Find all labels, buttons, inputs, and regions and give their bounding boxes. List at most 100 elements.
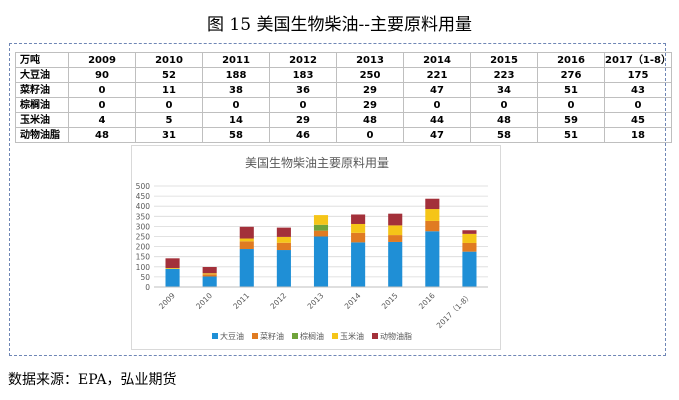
- table-cell: 0: [68, 82, 136, 98]
- bar-segment: [462, 242, 477, 252]
- bar-segment: [239, 241, 254, 250]
- x-tick-label: 2014: [343, 291, 363, 311]
- table-cell: 38: [202, 82, 270, 98]
- bar-segment: [462, 230, 477, 234]
- table-cell: 223: [470, 67, 538, 83]
- table-cell: 5: [135, 112, 203, 128]
- y-tick-label: 450: [136, 192, 151, 201]
- table-row-label: 动物油脂: [15, 127, 69, 143]
- y-tick-label: 400: [136, 202, 151, 211]
- y-tick-label: 0: [145, 283, 150, 292]
- table-cell: 11: [135, 82, 203, 98]
- legend-label: 棕榈油: [300, 331, 324, 341]
- table-row-label: 棕榈油: [15, 97, 69, 113]
- table-cell: 0: [336, 127, 404, 143]
- table-cell: 51: [537, 127, 605, 143]
- bar-segment: [276, 227, 291, 237]
- y-tick-label: 150: [136, 253, 151, 262]
- table-cell: 18: [604, 127, 672, 143]
- bar-segment: [388, 235, 403, 242]
- table-cell: 90: [68, 67, 136, 83]
- x-tick-label: 2016: [417, 291, 437, 311]
- table-cell: 45: [604, 112, 672, 128]
- bar-segment: [202, 274, 217, 277]
- bar-segment: [276, 250, 291, 287]
- bar-segment: [425, 209, 440, 221]
- bar-segment: [351, 232, 366, 243]
- legend-label: 菜籽油: [260, 331, 284, 341]
- bar-segment: [425, 198, 440, 210]
- table-cell: 0: [403, 97, 471, 113]
- legend-swatch: [292, 333, 298, 339]
- table-cell: 36: [269, 82, 337, 98]
- y-tick-label: 200: [136, 243, 151, 252]
- bar-segment: [313, 215, 329, 225]
- table-year-header: 2017（1-8）: [604, 52, 672, 68]
- x-tick-label: 2009: [157, 291, 177, 311]
- legend-label: 玉米油: [340, 331, 364, 341]
- table-cell: 43: [604, 82, 672, 98]
- table-cell: 221: [403, 67, 471, 83]
- legend-swatch: [332, 333, 338, 339]
- table-year-header: 2013: [336, 52, 404, 68]
- table-cell: 276: [537, 67, 605, 83]
- bar-segment: [425, 220, 440, 232]
- bar-segment: [165, 268, 180, 269]
- table-cell: 0: [537, 97, 605, 113]
- table-row: 玉米油 4 5 14 29 48 44 48 59 45: [15, 112, 672, 128]
- bar-segment: [202, 276, 217, 287]
- bar-segment: [276, 242, 291, 251]
- bar-segment: [462, 251, 477, 287]
- y-tick-label: 100: [136, 263, 151, 272]
- chart-title: 美国生物柴油主要原料用量: [245, 156, 389, 170]
- bar-segment: [462, 233, 477, 243]
- table-cell: 0: [135, 97, 203, 113]
- y-tick-label: 500: [136, 182, 151, 191]
- table-row: 菜籽油 0 11 38 36 29 47 34 51 43: [15, 82, 672, 98]
- table-row-label: 菜籽油: [15, 82, 69, 98]
- table-cell: 250: [336, 67, 404, 83]
- data-table: 万吨 2009 2010 2011 2012 2013 2014 2015 20…: [15, 52, 672, 143]
- x-tick-label: 2012: [268, 291, 288, 311]
- table-row: 大豆油 90 52 188 183 250 221 223 276 175: [15, 67, 672, 83]
- x-tick-label: 2013: [306, 291, 326, 311]
- figure-title: 图 15 美国生物柴油--主要原料用量: [207, 15, 472, 35]
- bar-segment: [202, 273, 217, 275]
- table-year-header: 2012: [269, 52, 337, 68]
- bar-segment: [313, 236, 329, 287]
- table-row: 动物油脂 48 31 58 46 0 47 58 51 18: [15, 127, 672, 143]
- table-row: 棕榈油 0 0 0 0 29 0 0 0 0: [15, 97, 672, 113]
- table-cell: 48: [68, 127, 136, 143]
- table-cell: 59: [537, 112, 605, 128]
- x-tick-label: 2015: [380, 291, 400, 311]
- table-cell: 58: [470, 127, 538, 143]
- bar-segment: [388, 213, 403, 226]
- table-cell: 29: [336, 82, 404, 98]
- bar-segment: [351, 242, 366, 287]
- table-cell: 183: [269, 67, 337, 83]
- legend-swatch: [252, 333, 258, 339]
- figure-frame: [9, 43, 666, 356]
- chart-card: 美国生物柴油主要原料用量 0 50 100 150 200 250 300 350 400 450 5…: [131, 145, 501, 350]
- table-header-row: 万吨 2009 2010 2011 2012 2013 2014 2015 20…: [15, 52, 672, 68]
- x-tick-label: 2010: [194, 291, 214, 311]
- table-cell: 46: [269, 127, 337, 143]
- table-cell: 48: [336, 112, 404, 128]
- source-note: 数据来源：EPA，弘业期货: [8, 372, 177, 388]
- bar-segment: [388, 225, 403, 236]
- table-cell: 51: [537, 82, 605, 98]
- bar-segment: [202, 267, 217, 274]
- bar-segment: [425, 231, 440, 287]
- table-year-header: 2016: [537, 52, 605, 68]
- table-year-header: 2015: [470, 52, 538, 68]
- table-cell: 188: [202, 67, 270, 83]
- table-cell: 0: [604, 97, 672, 113]
- table-row-label: 玉米油: [15, 112, 69, 128]
- x-tick-label: 2011: [231, 291, 251, 311]
- bar-segment: [239, 249, 254, 287]
- bar-segment: [351, 223, 366, 233]
- table-cell: 14: [202, 112, 270, 128]
- table-year-header: 2011: [202, 52, 270, 68]
- table-cell: 29: [269, 112, 337, 128]
- table-cell: 4: [68, 112, 136, 128]
